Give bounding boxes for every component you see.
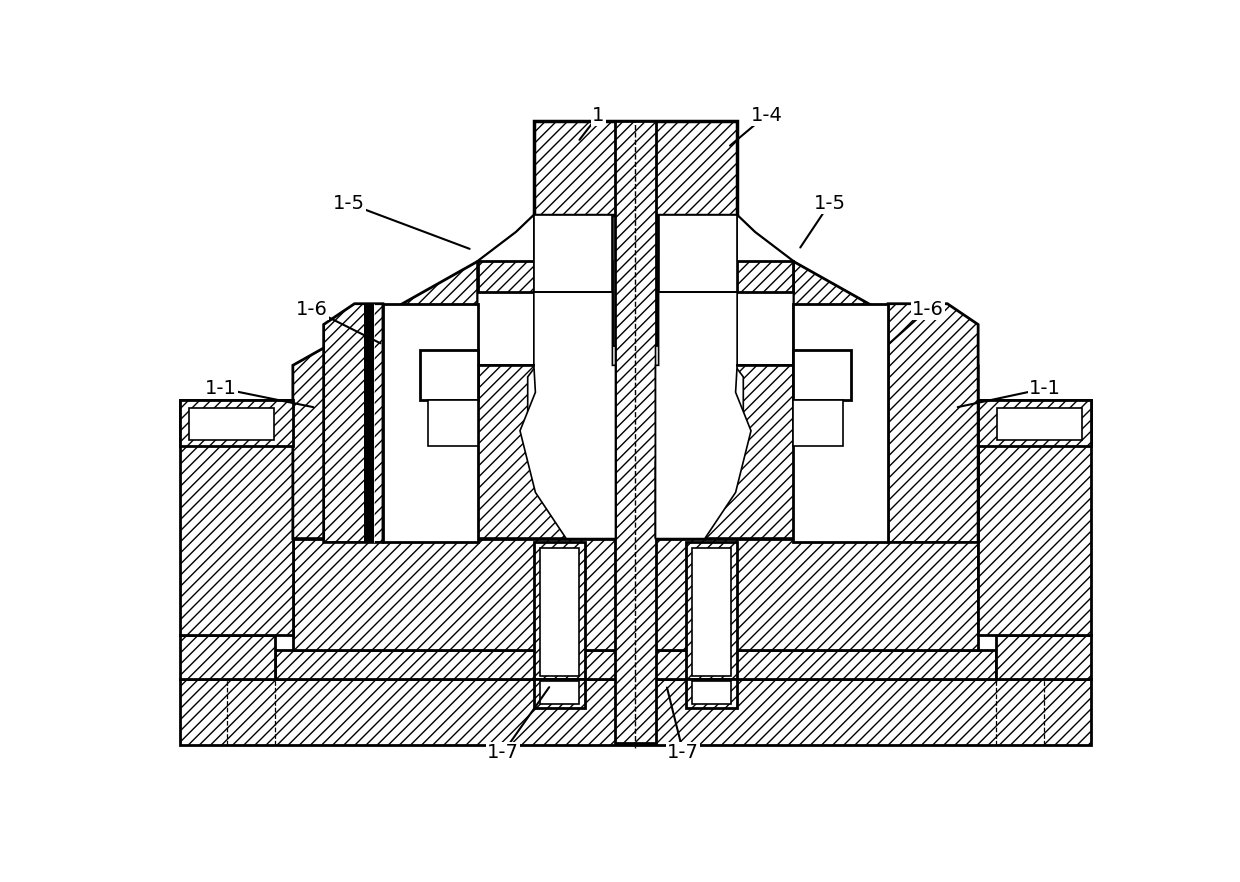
Polygon shape [794,400,843,446]
Text: 1-4: 1-4 [750,106,782,124]
Polygon shape [477,215,613,365]
Text: 1-7: 1-7 [667,744,699,762]
Polygon shape [997,407,1083,440]
Polygon shape [383,303,477,542]
Polygon shape [534,215,613,292]
Polygon shape [978,400,1091,635]
Text: 1-7: 1-7 [487,744,520,762]
Polygon shape [692,548,730,676]
Polygon shape [686,679,737,708]
Polygon shape [180,635,275,679]
Polygon shape [477,215,613,365]
Polygon shape [534,542,585,679]
Polygon shape [658,215,794,365]
Polygon shape [365,303,373,542]
Polygon shape [658,215,794,365]
Polygon shape [534,679,585,708]
Text: 1-6: 1-6 [296,300,329,318]
Polygon shape [541,548,579,676]
Polygon shape [180,400,293,635]
Polygon shape [996,635,1091,679]
Polygon shape [293,261,613,539]
Text: 1: 1 [593,106,605,124]
Polygon shape [615,121,656,743]
Polygon shape [541,681,579,704]
Polygon shape [658,215,737,292]
Polygon shape [534,292,613,365]
Text: 1-1: 1-1 [1029,379,1061,398]
Polygon shape [477,261,534,292]
Polygon shape [477,292,615,539]
Polygon shape [420,350,477,400]
Text: 1-6: 1-6 [913,300,944,318]
Polygon shape [737,261,794,292]
Text: 1-5: 1-5 [334,194,365,213]
Polygon shape [428,400,477,446]
Polygon shape [978,400,1091,446]
Polygon shape [794,350,851,400]
Polygon shape [293,539,978,650]
Polygon shape [658,261,978,539]
Polygon shape [188,407,274,440]
Polygon shape [534,215,613,360]
Polygon shape [534,121,737,215]
Polygon shape [692,681,730,704]
Polygon shape [180,400,293,446]
Polygon shape [324,303,383,542]
Polygon shape [658,215,737,360]
Polygon shape [180,679,1091,745]
Polygon shape [528,346,615,539]
Polygon shape [686,542,737,679]
Polygon shape [656,346,743,539]
Polygon shape [656,292,794,539]
Polygon shape [275,650,996,679]
Text: 1-1: 1-1 [206,379,237,398]
Polygon shape [658,292,737,365]
Polygon shape [888,303,978,542]
Text: 1-5: 1-5 [813,194,846,213]
Polygon shape [794,303,888,542]
